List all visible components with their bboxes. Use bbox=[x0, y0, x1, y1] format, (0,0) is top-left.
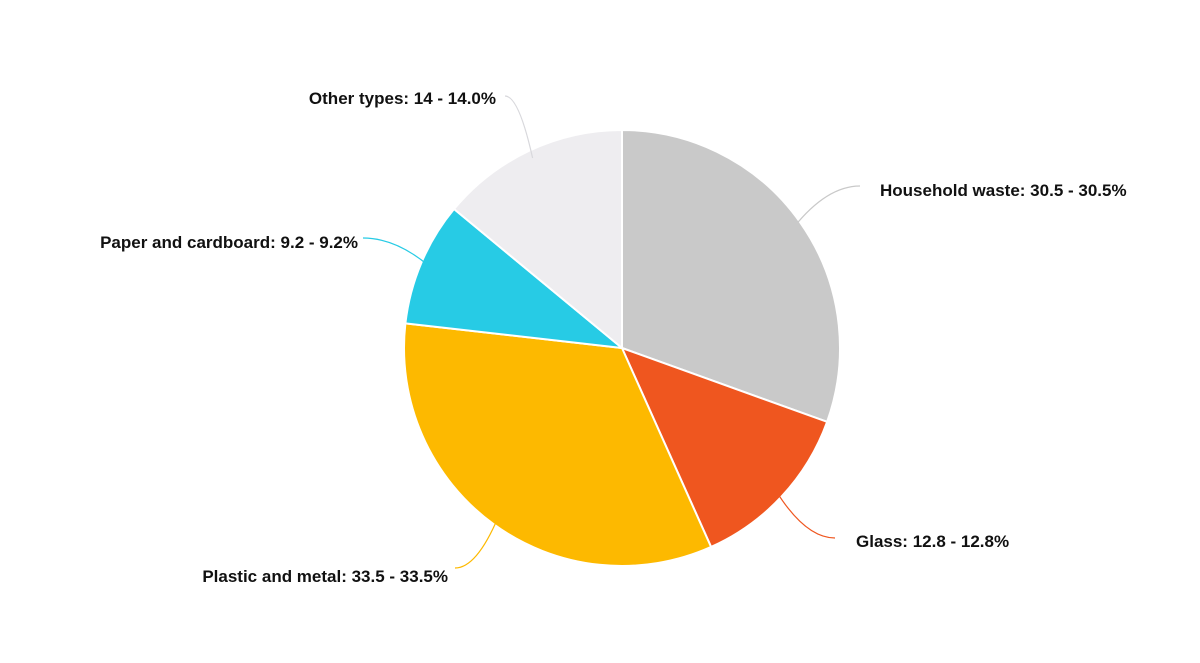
labels-layer: Household waste: 30.5 - 30.5% Glass: 12.8… bbox=[100, 89, 1127, 586]
leader-line-paper-and-cardboard bbox=[362, 237, 430, 267]
slice-label-plastic-and-metal: Plastic and metal: 33.5 - 33.5% bbox=[202, 567, 448, 586]
slice-label-household-waste: Household waste: 30.5 - 30.5% bbox=[880, 181, 1127, 200]
leader-line-other-types bbox=[504, 95, 534, 159]
leader-line-household-waste bbox=[793, 185, 861, 228]
slices-layer bbox=[402, 128, 841, 567]
pie-slice-other-types[interactable] bbox=[452, 128, 623, 351]
pie-slice-plastic-and-metal[interactable] bbox=[402, 322, 713, 567]
slice-label-glass: Glass: 12.8 - 12.8% bbox=[856, 532, 1009, 551]
pie-slice-household-waste[interactable] bbox=[621, 128, 841, 424]
slice-label-other-types: Other types: 14 - 14.0% bbox=[309, 89, 496, 108]
leader-lines-layer bbox=[362, 95, 861, 569]
pie-slice-paper-and-cardboard[interactable] bbox=[404, 207, 626, 350]
slice-label-paper-and-cardboard: Paper and cardboard: 9.2 - 9.2% bbox=[100, 233, 358, 252]
leader-line-glass bbox=[775, 490, 836, 539]
leader-line-plastic-and-metal bbox=[454, 517, 499, 569]
pie-slice-glass[interactable] bbox=[620, 346, 829, 549]
